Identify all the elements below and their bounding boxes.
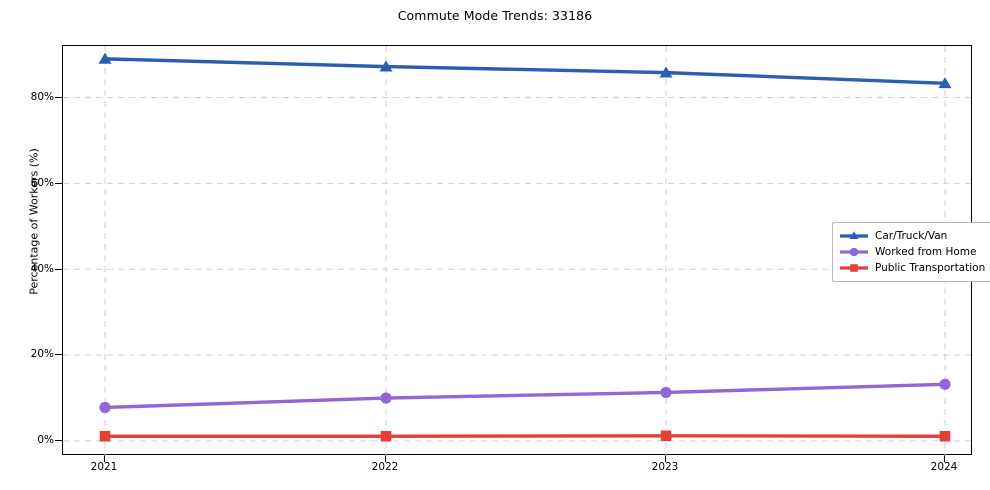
y-tick-label-20: 20% <box>30 347 54 360</box>
x-tick-label-2024: 2024 <box>930 461 958 473</box>
legend-marker-triangle-icon <box>839 229 869 243</box>
data-point <box>380 392 392 404</box>
x-tick-mark-2023 <box>665 455 666 462</box>
legend-marker-circle-icon <box>839 245 869 259</box>
legend-label-worked-from-home: Worked from Home <box>875 245 977 258</box>
plot-canvas <box>63 46 973 456</box>
y-tick-label-0: 0% <box>37 433 54 446</box>
x-tick-mark-2024 <box>944 455 945 462</box>
data-series-layer <box>98 52 952 442</box>
x-tick-label-2023: 2023 <box>651 461 679 473</box>
x-tick-label-2022: 2022 <box>371 461 399 473</box>
legend-label-car-truck-van: Car/Truck/Van <box>875 229 948 242</box>
y-tick-mark-20 <box>55 354 62 355</box>
x-tick-mark-2022 <box>385 455 386 462</box>
y-tick-mark-0 <box>55 440 62 441</box>
data-point <box>659 66 673 78</box>
series-public-transportation <box>99 430 951 442</box>
legend-item-public-transportation[interactable]: Public Transportation <box>839 260 985 276</box>
series-worked-from-home <box>99 378 951 414</box>
chart-title: Commute Mode Trends: 33186 <box>397 8 593 23</box>
data-point <box>938 77 952 89</box>
legend-item-worked-from-home[interactable]: Worked from Home <box>839 244 985 260</box>
y-tick-mark-60 <box>55 183 62 184</box>
chart-legend: Car/Truck/Van Worked from Home Public Tr… <box>832 222 990 282</box>
y-tick-mark-80 <box>55 97 62 98</box>
y-axis-ticks: 80% 60% 40% 20% 0% <box>0 0 62 490</box>
data-point <box>660 430 672 442</box>
legend-marker-square-icon <box>839 261 869 275</box>
x-tick-mark-2021 <box>104 455 105 462</box>
data-point <box>98 52 112 64</box>
legend-item-car-truck-van[interactable]: Car/Truck/Van <box>839 228 985 244</box>
legend-label-public-transportation: Public Transportation <box>875 261 986 274</box>
plot-area <box>62 45 973 456</box>
data-point <box>660 386 672 399</box>
x-tick-label-2021: 2021 <box>90 461 118 473</box>
data-point <box>939 430 951 442</box>
y-tick-label-40: 40% <box>30 262 54 275</box>
y-tick-label-60: 60% <box>30 176 54 189</box>
y-tick-label-80: 80% <box>30 90 54 103</box>
data-point <box>99 401 111 414</box>
data-point <box>939 378 951 390</box>
data-point <box>99 430 111 442</box>
y-tick-mark-40 <box>55 269 62 270</box>
data-point <box>380 430 392 442</box>
data-point <box>379 60 393 72</box>
series-car-truck-van <box>98 52 952 89</box>
